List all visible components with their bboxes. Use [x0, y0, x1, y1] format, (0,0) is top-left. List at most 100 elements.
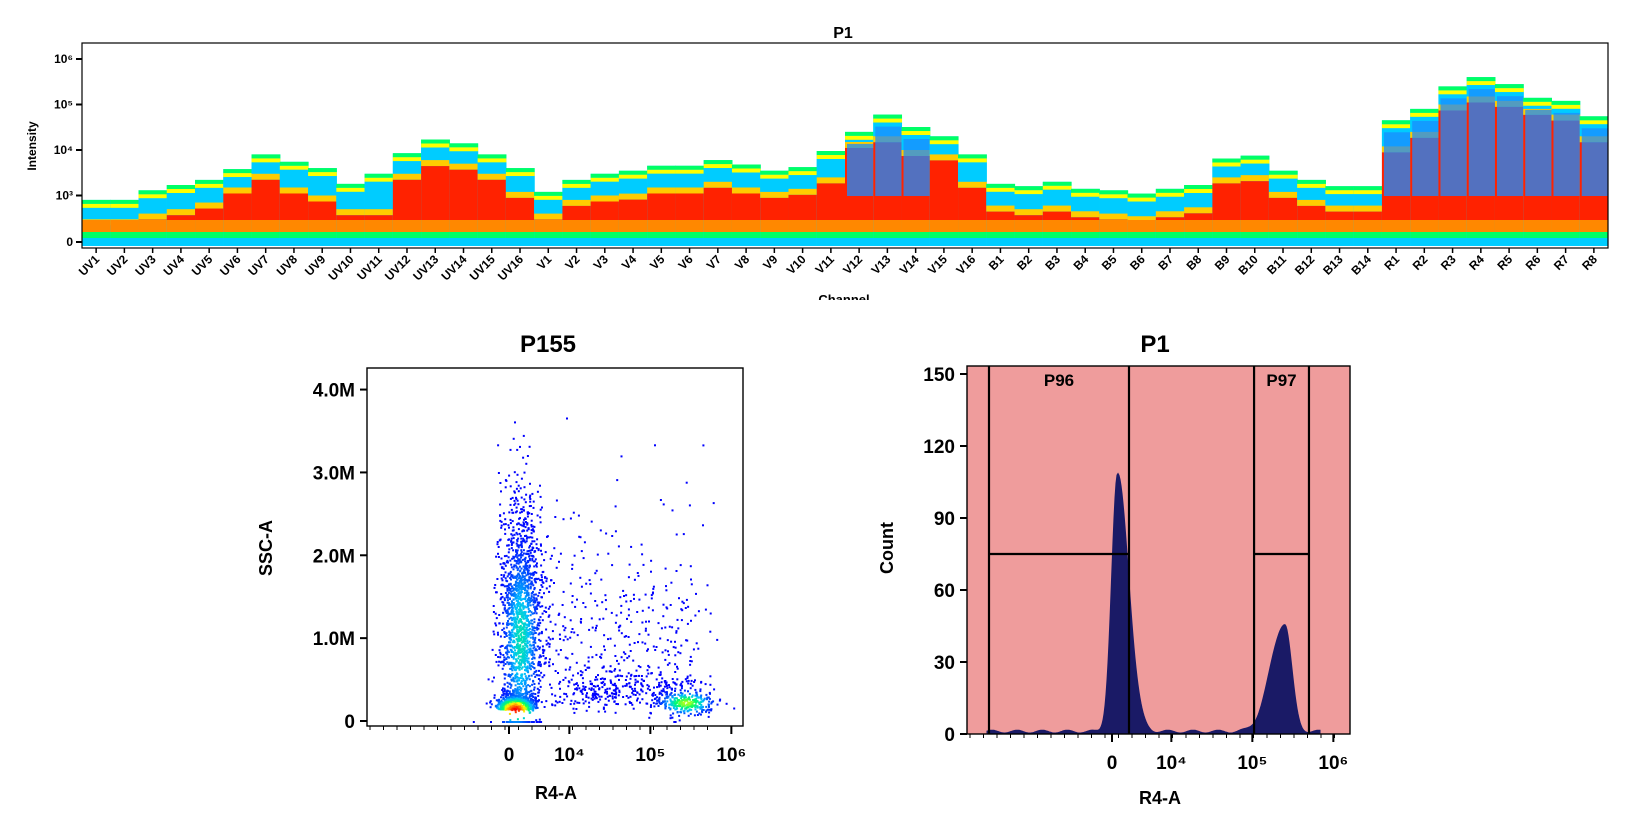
scatter-point	[508, 586, 510, 589]
scatter-point	[572, 693, 575, 696]
scatter-point	[511, 669, 514, 672]
scatter-point	[704, 683, 707, 686]
scatter-point	[628, 655, 631, 658]
scatter-point	[510, 654, 513, 657]
scatter-point	[516, 689, 519, 692]
spectrum-band	[166, 215, 196, 220]
scatter-point	[519, 695, 522, 698]
scatter-point	[565, 693, 568, 696]
scatter-point	[528, 601, 531, 604]
spectrum-band	[392, 220, 422, 232]
scatter-point	[652, 694, 654, 697]
scatter-point	[554, 694, 557, 697]
scatter-point	[605, 608, 608, 611]
scatter-point	[513, 533, 516, 536]
scatter-point	[639, 666, 642, 669]
scatter-point	[665, 691, 668, 694]
scatter-point	[625, 695, 628, 697]
spectrum-x-tick-label: B1	[986, 252, 1007, 273]
scatter-point	[651, 592, 654, 595]
scatter-point	[571, 652, 574, 655]
scatter-point	[522, 614, 525, 617]
spectrum-x-tick-label: UV8	[274, 252, 301, 279]
scatter-point	[507, 662, 510, 665]
scatter-point	[692, 648, 695, 651]
scatter-point	[700, 696, 702, 699]
spectrum-x-tick-label: B8	[1184, 252, 1205, 273]
scatter-point	[534, 593, 537, 596]
scatter-point	[526, 560, 529, 563]
scatter-point	[575, 687, 578, 690]
scatter-point	[620, 632, 623, 635]
scatter-point	[512, 610, 515, 613]
scatter-point	[522, 705, 525, 708]
scatter-point	[700, 704, 703, 706]
spectrum-band	[1523, 220, 1552, 232]
scatter-point	[517, 537, 520, 540]
spectrum-x-tick-label: B5	[1099, 252, 1120, 273]
scatter-point	[514, 580, 517, 583]
scatter-point	[595, 653, 598, 656]
scatter-point	[519, 645, 522, 648]
scatter-point	[538, 718, 541, 721]
spectrum-column	[1353, 186, 1383, 246]
spectrum-x-tick-label: V4	[619, 252, 640, 273]
scatter-point	[535, 597, 538, 600]
scatter-point	[583, 687, 586, 690]
scatter-point	[519, 721, 522, 723]
scatter-point	[503, 585, 506, 588]
scatter-point	[515, 487, 518, 490]
scatter-point	[697, 610, 700, 613]
scatter-point	[499, 708, 502, 711]
scatter-point	[509, 675, 512, 678]
scatter-point	[513, 604, 516, 607]
spectrum-y-label: Intensity	[25, 121, 39, 171]
scatter-point	[504, 564, 507, 567]
scatter-y-tick-label: 2.0M	[313, 546, 355, 567]
scatter-point	[518, 576, 521, 579]
scatter-point	[551, 630, 554, 633]
scatter-point	[603, 648, 606, 651]
scatter-point	[549, 683, 551, 686]
spectrum-x-tick-label: UV16	[495, 252, 526, 283]
spectrum-band	[788, 220, 818, 232]
spectrum-band	[901, 127, 931, 132]
scatter-point	[515, 721, 518, 723]
scatter-point	[503, 632, 506, 635]
scatter-point	[674, 640, 676, 643]
scatter-point	[606, 692, 609, 695]
scatter-point	[539, 663, 542, 666]
spectrum-band	[958, 187, 987, 220]
scatter-point	[686, 706, 689, 709]
spectrum-column	[1551, 100, 1581, 247]
scatter-point	[611, 535, 614, 537]
scatter-point	[667, 695, 670, 698]
scatter-point	[528, 649, 531, 652]
scatter-point	[658, 701, 661, 703]
scatter-point	[680, 696, 683, 698]
scatter-point	[671, 509, 674, 512]
scatter-point	[571, 601, 574, 604]
spectrum-column	[138, 190, 168, 246]
scatter-point	[515, 652, 517, 655]
scatter-point	[516, 666, 519, 669]
scatter-point	[509, 641, 512, 644]
scatter-point	[532, 700, 535, 703]
scatter-point	[537, 682, 540, 685]
scatter-point	[515, 585, 517, 588]
scatter-point	[601, 686, 604, 689]
scatter-point	[664, 705, 667, 708]
scatter-point	[502, 654, 505, 656]
spectrum-band	[1127, 193, 1157, 198]
histogram-fill	[986, 472, 1321, 735]
scatter-point	[530, 542, 533, 545]
scatter-point	[519, 587, 521, 590]
scatter-point	[511, 623, 514, 626]
scatter-point	[527, 511, 529, 514]
scatter-point	[630, 702, 633, 704]
scatter-point	[535, 697, 537, 700]
scatter-point	[554, 704, 557, 707]
scatter-point	[508, 548, 511, 551]
scatter-point	[666, 687, 669, 690]
scatter-point	[529, 604, 532, 607]
